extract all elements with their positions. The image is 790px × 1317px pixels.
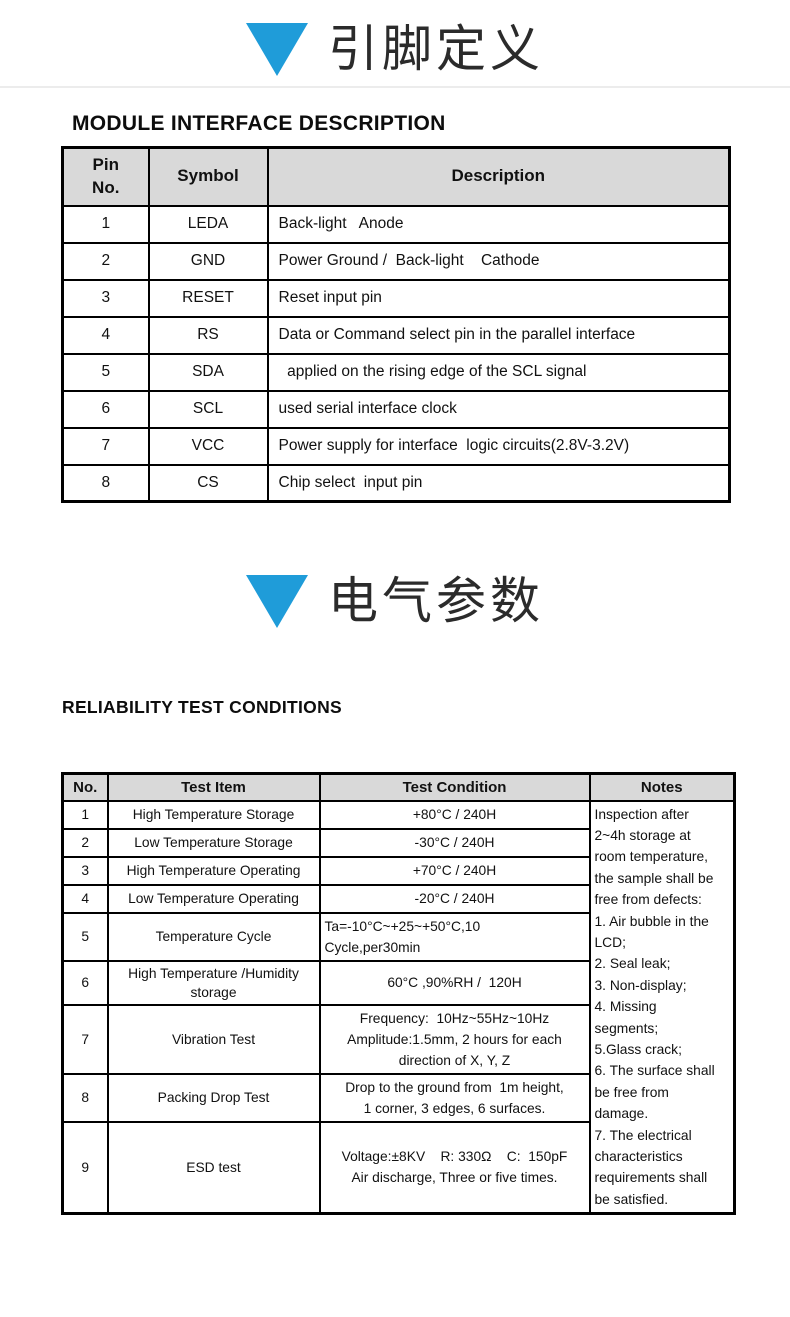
no-column-header: No. [61, 772, 109, 802]
no-cell: 9 [61, 1120, 109, 1215]
no-cell: 6 [61, 959, 109, 1006]
test-condition-cell: Frequency: 10Hz~55Hz~10Hz Amplitude:1.5m… [318, 1003, 591, 1075]
test-item-column-header: Test Item [106, 772, 321, 802]
test-condition-cell: -20°C / 240H [318, 883, 591, 914]
symbol-cell: SCL [147, 389, 269, 429]
table-row: 1 LEDA Back-light Anode [61, 204, 731, 244]
pin-no-cell: 3 [61, 278, 150, 318]
no-cell: 4 [61, 883, 109, 914]
pin-table-header: Pin No. Symbol Description [61, 146, 731, 207]
description-cell: Power supply for interface logic circuit… [266, 426, 731, 466]
pin-no-column-header: Pin No. [61, 146, 150, 207]
test-item-cell: High Temperature Operating [106, 855, 321, 886]
reliability-table: No. Test Item Test Condition Notes 1 High… [61, 772, 736, 1216]
header-divider [0, 86, 790, 88]
test-condition-column-header: Test Condition [318, 772, 591, 802]
description-cell: Data or Command select pin in the parall… [266, 315, 731, 355]
pin-no-cell: 6 [61, 389, 150, 429]
section-title-pin-definition: 引脚定义 [328, 21, 544, 77]
test-item-cell: Low Temperature Storage [106, 827, 321, 858]
pin-no-cell: 2 [61, 241, 150, 281]
table-header-row: Pin No. Symbol Description [61, 146, 731, 207]
notes-cell: Inspection after 2~4h storage at room te… [588, 799, 736, 1215]
table-row: 6 SCL used serial interface clock [61, 389, 731, 429]
pin-table-body: 1 LEDA Back-light Anode 2 GND Power Ground / … [61, 204, 731, 503]
pin-no-cell: 7 [61, 426, 150, 466]
module-interface-heading: MODULE INTERFACE DESCRIPTION [72, 112, 446, 135]
description-cell: Chip select input pin [266, 463, 731, 503]
pin-no-cell: 1 [61, 204, 150, 244]
notes-column-header: Notes [588, 772, 736, 802]
section-title-electrical-parameters: 电气参数 [328, 573, 544, 629]
section-banner-pin-definition: 引脚定义 [0, 0, 790, 86]
description-column-header: Description [266, 146, 731, 207]
test-condition-cell: Drop to the ground from 1m height, 1 cor… [318, 1072, 591, 1123]
table-header-row: No. Test Item Test Condition Notes [61, 772, 736, 802]
pin-no-cell: 5 [61, 352, 150, 392]
table-row: 6 High Temperature /Humidity storage 60°C … [61, 959, 735, 1006]
symbol-cell: GND [147, 241, 269, 281]
table-row: 3 High Temperature Operating +70°C / 240H [61, 855, 735, 886]
test-item-cell: High Temperature /Humidity storage [106, 959, 321, 1006]
test-condition-cell: 60°C ,90%RH / 120H [318, 959, 591, 1006]
test-item-cell: Low Temperature Operating [106, 883, 321, 914]
no-cell: 5 [61, 911, 109, 962]
test-condition-cell: +70°C / 240H [318, 855, 591, 886]
pin-no-cell: 8 [61, 463, 150, 503]
test-condition-cell: Ta=-10°C~+25~+50°C,10 Cycle,per30min [318, 911, 591, 962]
table-row: 3 RESET Reset input pin [61, 278, 731, 318]
table-row: 4 RS Data or Command select pin in the par… [61, 315, 731, 355]
triangle-down-icon [246, 574, 308, 628]
test-condition-cell: +80°C / 240H [318, 799, 591, 830]
test-condition-cell: -30°C / 240H [318, 827, 591, 858]
table-row: 2 GND Power Ground / Back-light Cathode [61, 241, 731, 281]
symbol-cell: CS [147, 463, 269, 503]
pin-no-cell: 4 [61, 315, 150, 355]
table-row: 7 VCC Power supply for interface logic cir… [61, 426, 731, 466]
table-row: 1 High Temperature Storage +80°C / 240H Ins… [61, 799, 736, 1215]
symbol-cell: LEDA [147, 204, 269, 244]
no-cell: 3 [61, 855, 109, 886]
table-row: 8 Packing Drop Test Drop to the ground fro… [61, 1072, 735, 1123]
test-item-cell: ESD test [106, 1120, 321, 1215]
reliability-test-heading: RELIABILITY TEST CONDITIONS [62, 697, 343, 717]
test-item-cell: High Temperature Storage [106, 799, 321, 830]
table-row: 9 ESD test Voltage:±8KV R: 330Ω C: 150pF A… [61, 1120, 735, 1215]
reliability-table-header: No. Test Item Test Condition Notes [61, 772, 736, 802]
symbol-cell: VCC [147, 426, 269, 466]
table-row: 5 SDA applied on the rising edge of the S… [61, 352, 731, 392]
no-cell: 8 [61, 1072, 109, 1123]
pin-table: Pin No. Symbol Description 1 LEDA Back-lig… [61, 146, 731, 503]
description-cell: used serial interface clock [266, 389, 731, 429]
test-item-cell: Vibration Test [106, 1003, 321, 1075]
reliability-table-body: 1 High Temperature Storage +80°C / 240H Ins… [61, 799, 736, 1215]
table-row: 8 CS Chip select input pin [61, 463, 731, 503]
section-banner-electrical-parameters: 电气参数 [0, 569, 790, 633]
no-cell: 1 [61, 799, 109, 830]
table-row: 7 Vibration Test Frequency: 10Hz~55Hz~10Hz… [61, 1003, 735, 1075]
table-row: 5 Temperature Cycle Ta=-10°C~+25~+50°C,10 … [61, 911, 735, 962]
symbol-cell: RS [147, 315, 269, 355]
no-cell: 7 [61, 1003, 109, 1075]
description-cell: Reset input pin [266, 278, 731, 318]
description-cell: Power Ground / Back-light Cathode [266, 241, 731, 281]
description-cell: applied on the rising edge of the SCL si… [266, 352, 731, 392]
symbol-cell: RESET [147, 278, 269, 318]
triangle-down-icon [246, 22, 308, 76]
test-item-cell: Packing Drop Test [106, 1072, 321, 1123]
test-condition-cell: Voltage:±8KV R: 330Ω C: 150pF Air discha… [318, 1120, 591, 1215]
test-item-cell: Temperature Cycle [106, 911, 321, 962]
symbol-column-header: Symbol [147, 146, 269, 207]
table-row: 4 Low Temperature Operating -20°C / 240H [61, 883, 735, 914]
table-row: 2 Low Temperature Storage -30°C / 240H [61, 827, 735, 858]
symbol-cell: SDA [147, 352, 269, 392]
no-cell: 2 [61, 827, 109, 858]
description-cell: Back-light Anode [266, 204, 731, 244]
